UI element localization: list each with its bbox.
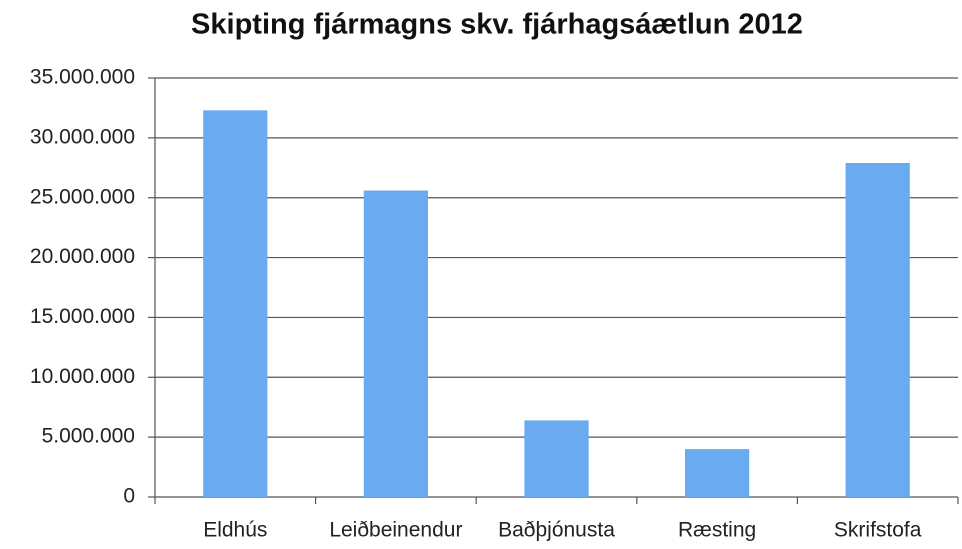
x-tick-label: Eldhús	[203, 519, 267, 542]
bar	[524, 420, 589, 497]
bar	[363, 190, 429, 497]
x-tick-label: Ræsting	[678, 519, 756, 542]
y-tick-label: 5.000.000	[42, 425, 135, 448]
bar	[203, 110, 268, 497]
chart-title: Skipting fjármagns skv. fjárhagsáætlun 2…	[191, 9, 803, 41]
y-tick-label: 30.000.000	[30, 125, 135, 148]
x-tick-label: Leiðbeinendur	[329, 519, 462, 542]
y-tick-label: 35.000.000	[30, 66, 135, 89]
y-tick-label: 10.000.000	[30, 365, 135, 388]
x-tick-label: Skrifstofa	[834, 519, 922, 542]
y-tick-label: 15.000.000	[30, 305, 135, 328]
y-tick-label: 0	[123, 485, 135, 508]
y-tick-label: 20.000.000	[30, 245, 135, 268]
y-tick-label: 25.000.000	[30, 185, 135, 208]
x-tick-label: Baðþjónusta	[498, 519, 615, 542]
bar	[684, 449, 750, 497]
bar	[845, 162, 910, 498]
